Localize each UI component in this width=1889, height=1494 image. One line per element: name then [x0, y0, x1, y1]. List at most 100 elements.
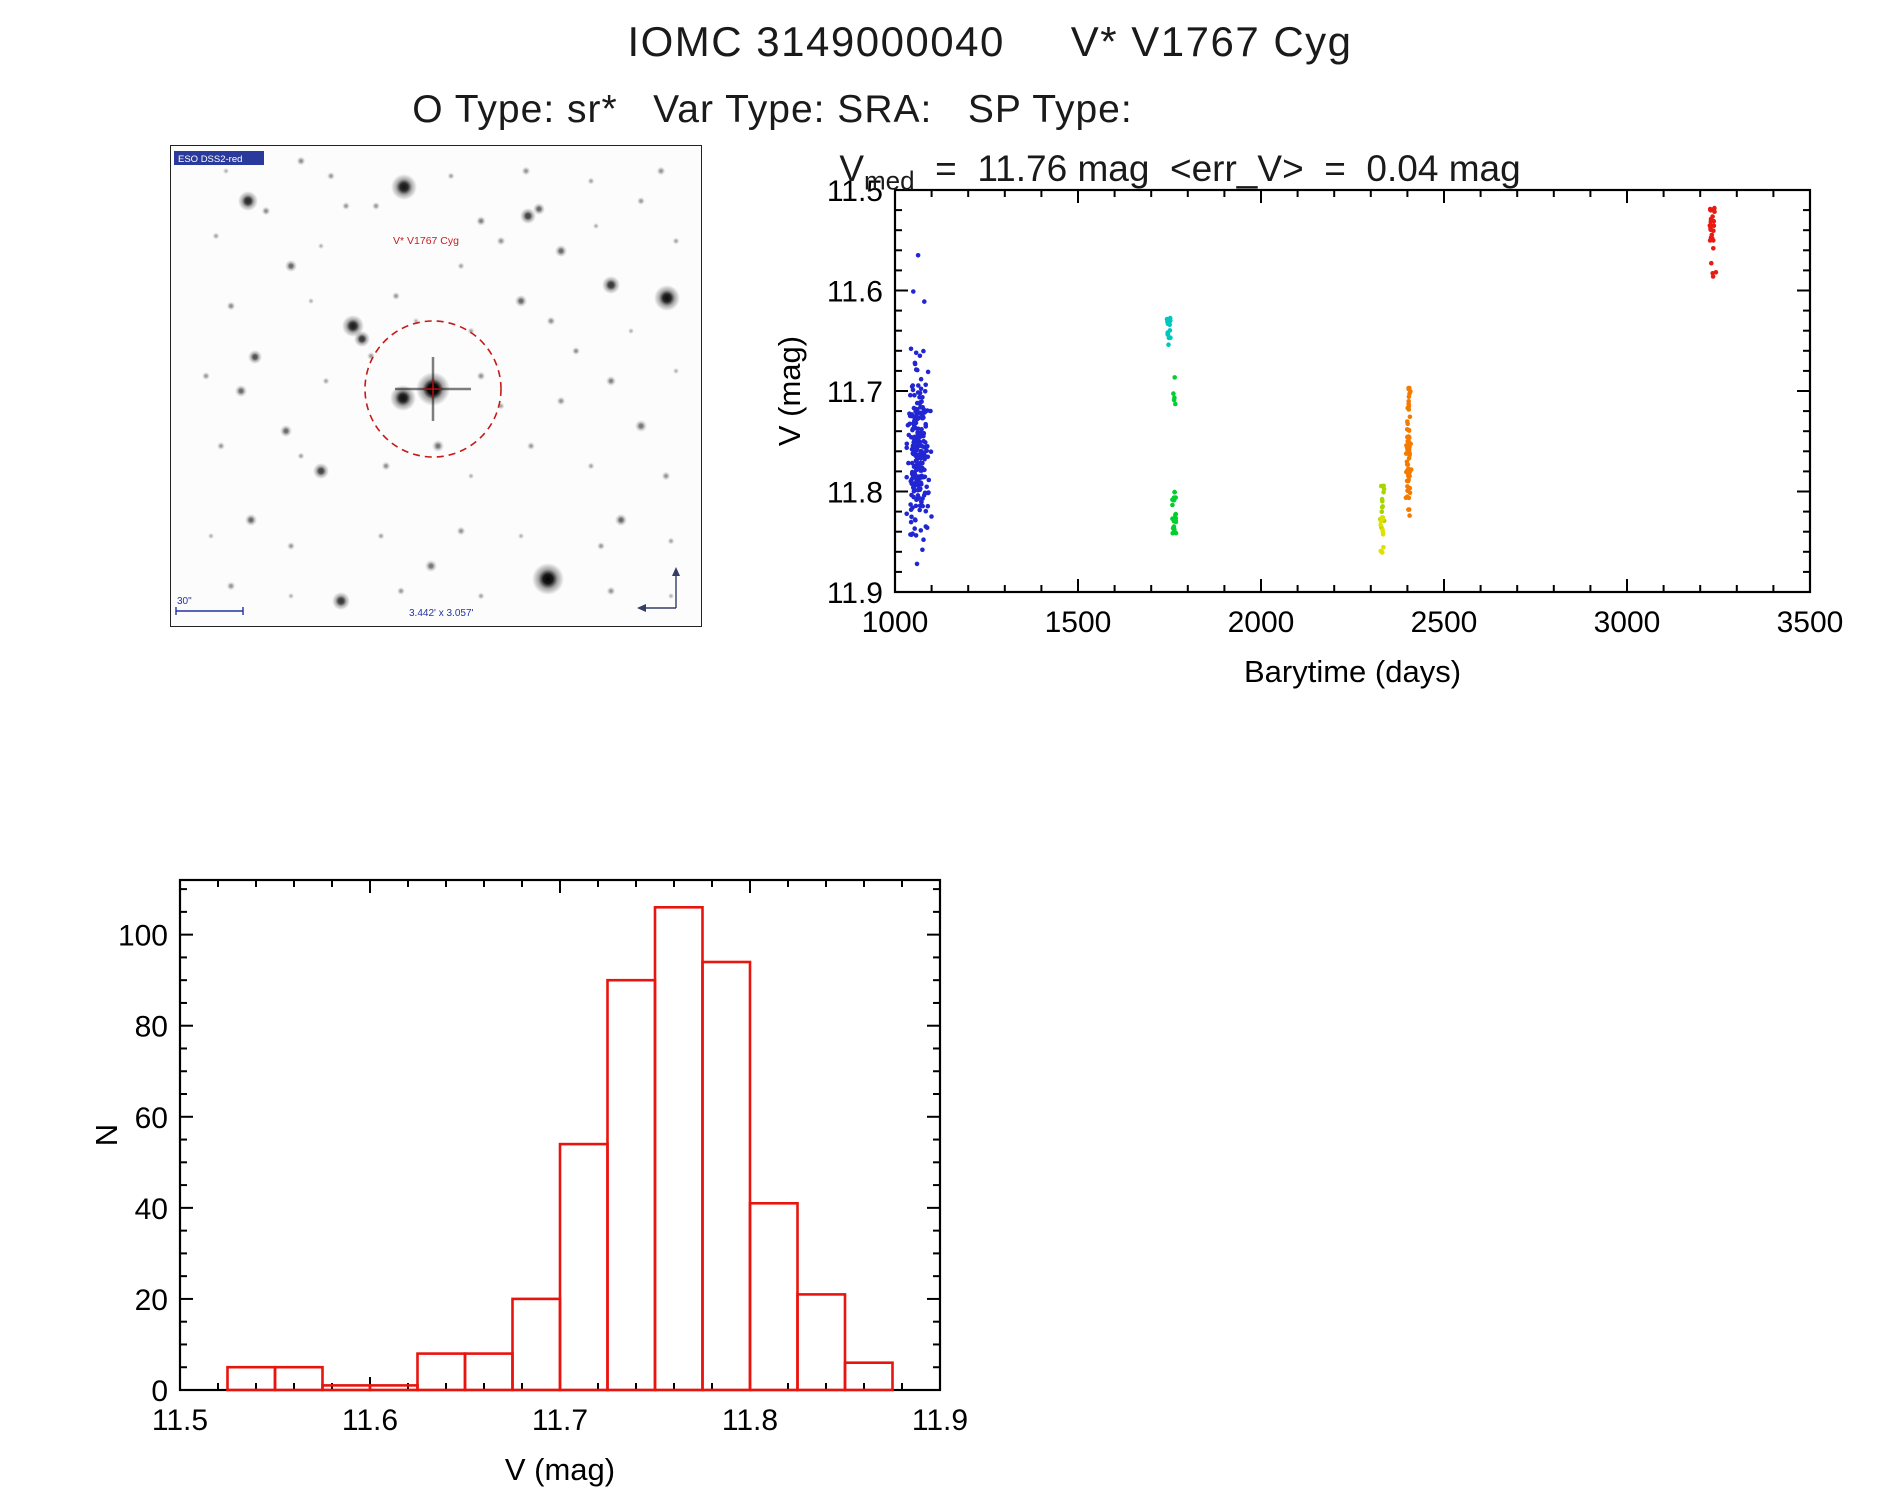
data-point [1405, 419, 1410, 424]
star [476, 371, 486, 381]
y-axis-title: N [95, 1124, 124, 1146]
histogram-bar [416, 1352, 467, 1392]
data-point [926, 477, 932, 483]
data-point [924, 484, 929, 490]
series-epoch-green [1170, 375, 1179, 536]
data-point [908, 392, 913, 398]
x-tick-label: 2500 [1411, 606, 1478, 639]
star [597, 542, 605, 550]
star [532, 563, 564, 595]
star [425, 560, 437, 572]
x-tick-label: 1500 [1045, 606, 1112, 639]
compass-lines [643, 573, 677, 609]
data-point [906, 460, 911, 466]
histogram-bar [368, 1384, 419, 1392]
histogram-bar [606, 978, 657, 1392]
star [261, 206, 271, 216]
star [587, 177, 595, 185]
histogram-bar [511, 1297, 562, 1392]
data-point [920, 405, 925, 410]
data-point [926, 490, 931, 495]
data-point [922, 389, 928, 394]
data-point [904, 474, 909, 480]
data-point [921, 537, 926, 542]
data-point [910, 387, 916, 393]
star [226, 301, 236, 311]
data-point [1380, 532, 1386, 537]
star [457, 262, 465, 270]
data-point [906, 432, 912, 438]
star [327, 172, 335, 180]
data-point [1407, 513, 1412, 518]
star [354, 331, 370, 347]
data-point [1165, 332, 1171, 337]
data-point [1379, 504, 1385, 510]
page-subtitle: O Type: sr* Var Type: SRA: SP Type: [412, 88, 1133, 131]
data-point [913, 533, 919, 538]
data-point [1172, 375, 1177, 380]
target-label: V* V1767 Cyg [393, 235, 459, 247]
x-tick-label: 11.6 [342, 1404, 398, 1437]
star [390, 385, 416, 411]
histogram-plot: 11.5 11.6 11.7 11.8 11.9 0 20 40 60 80 100 V (mag) N [95, 878, 968, 1487]
plot-frame [893, 188, 1812, 594]
scale-bar-line [175, 607, 244, 615]
y-tick-label: 11.8 [827, 477, 883, 510]
histogram-bars [226, 905, 894, 1392]
data-point [923, 424, 929, 429]
histogram-bar [796, 1293, 847, 1392]
data-point [923, 382, 928, 388]
histogram-bar [226, 1365, 277, 1392]
star [297, 452, 305, 460]
y-tick-label: 11.9 [827, 577, 883, 610]
data-point [924, 525, 930, 530]
data-point [1708, 219, 1714, 224]
data-point [1708, 235, 1714, 240]
data-point [917, 401, 923, 406]
star [372, 202, 380, 210]
star [317, 242, 325, 250]
star [391, 174, 417, 200]
data-point [915, 430, 921, 436]
data-point [1381, 544, 1386, 550]
data-point [910, 426, 916, 432]
data-point [929, 514, 934, 519]
data-point [1378, 519, 1384, 524]
data-point [921, 438, 926, 444]
data-point [915, 253, 921, 258]
data-point [904, 511, 909, 517]
star-field [202, 156, 680, 610]
data-point [917, 507, 922, 513]
star [381, 461, 391, 471]
data-point [919, 427, 924, 432]
star [546, 316, 556, 326]
data-point [1406, 434, 1412, 440]
x-tick-label: 11.7 [532, 1404, 588, 1437]
data-point [1710, 274, 1716, 279]
data-point [917, 390, 923, 396]
data-point [915, 433, 921, 439]
star [602, 276, 620, 294]
star [377, 532, 385, 540]
star [496, 236, 506, 246]
data-point [913, 406, 919, 412]
star [627, 327, 635, 335]
data-point [1171, 524, 1177, 529]
data-point [1707, 223, 1713, 228]
star [635, 420, 647, 432]
data-point [1710, 214, 1715, 219]
data-point [914, 416, 920, 422]
data-point [908, 507, 914, 512]
data-point [915, 367, 920, 373]
data-point [1172, 489, 1177, 495]
star [606, 586, 616, 596]
star [476, 216, 486, 226]
data-point [1406, 472, 1412, 477]
data-point [1171, 397, 1177, 403]
data-point [916, 495, 921, 500]
star [521, 166, 531, 176]
star [307, 297, 315, 305]
data-point [917, 442, 922, 447]
series-epoch-red [1707, 205, 1719, 279]
